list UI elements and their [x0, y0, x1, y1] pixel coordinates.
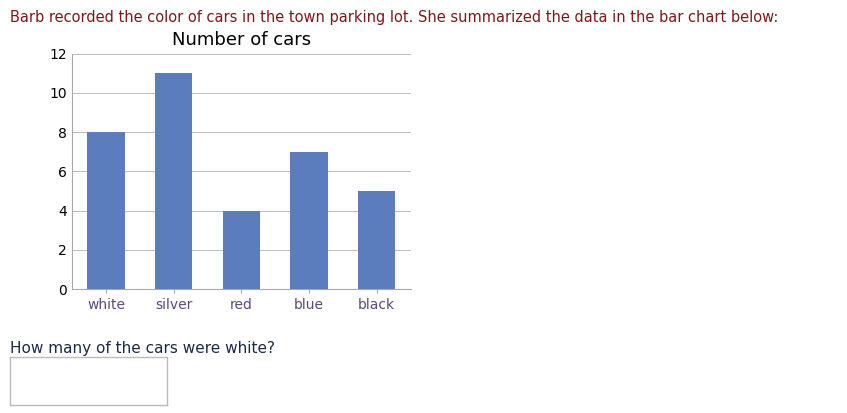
Text: Barb recorded the color of cars in the town parking lot. She summarized the data: Barb recorded the color of cars in the t… [10, 10, 778, 25]
Bar [358, 191, 396, 289]
Bar [155, 74, 192, 289]
Text: How many of the cars were white?: How many of the cars were white? [10, 341, 275, 356]
Title: Number of cars: Number of cars [172, 31, 311, 50]
Bar [87, 132, 125, 289]
Bar [223, 211, 260, 289]
Bar [291, 152, 328, 289]
